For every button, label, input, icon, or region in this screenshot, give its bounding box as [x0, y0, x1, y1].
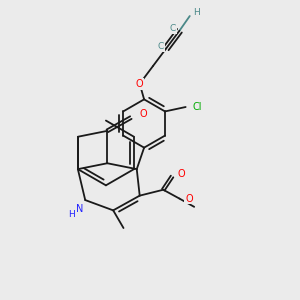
- Text: Cl: Cl: [192, 102, 202, 112]
- Text: O: O: [140, 109, 147, 119]
- Text: C: C: [158, 42, 164, 51]
- Text: O: O: [185, 194, 193, 204]
- Text: C: C: [170, 24, 176, 33]
- Text: O: O: [178, 169, 185, 178]
- Text: N: N: [76, 205, 84, 214]
- Text: H: H: [68, 210, 74, 219]
- Text: H: H: [193, 8, 200, 17]
- Text: O: O: [136, 79, 143, 89]
